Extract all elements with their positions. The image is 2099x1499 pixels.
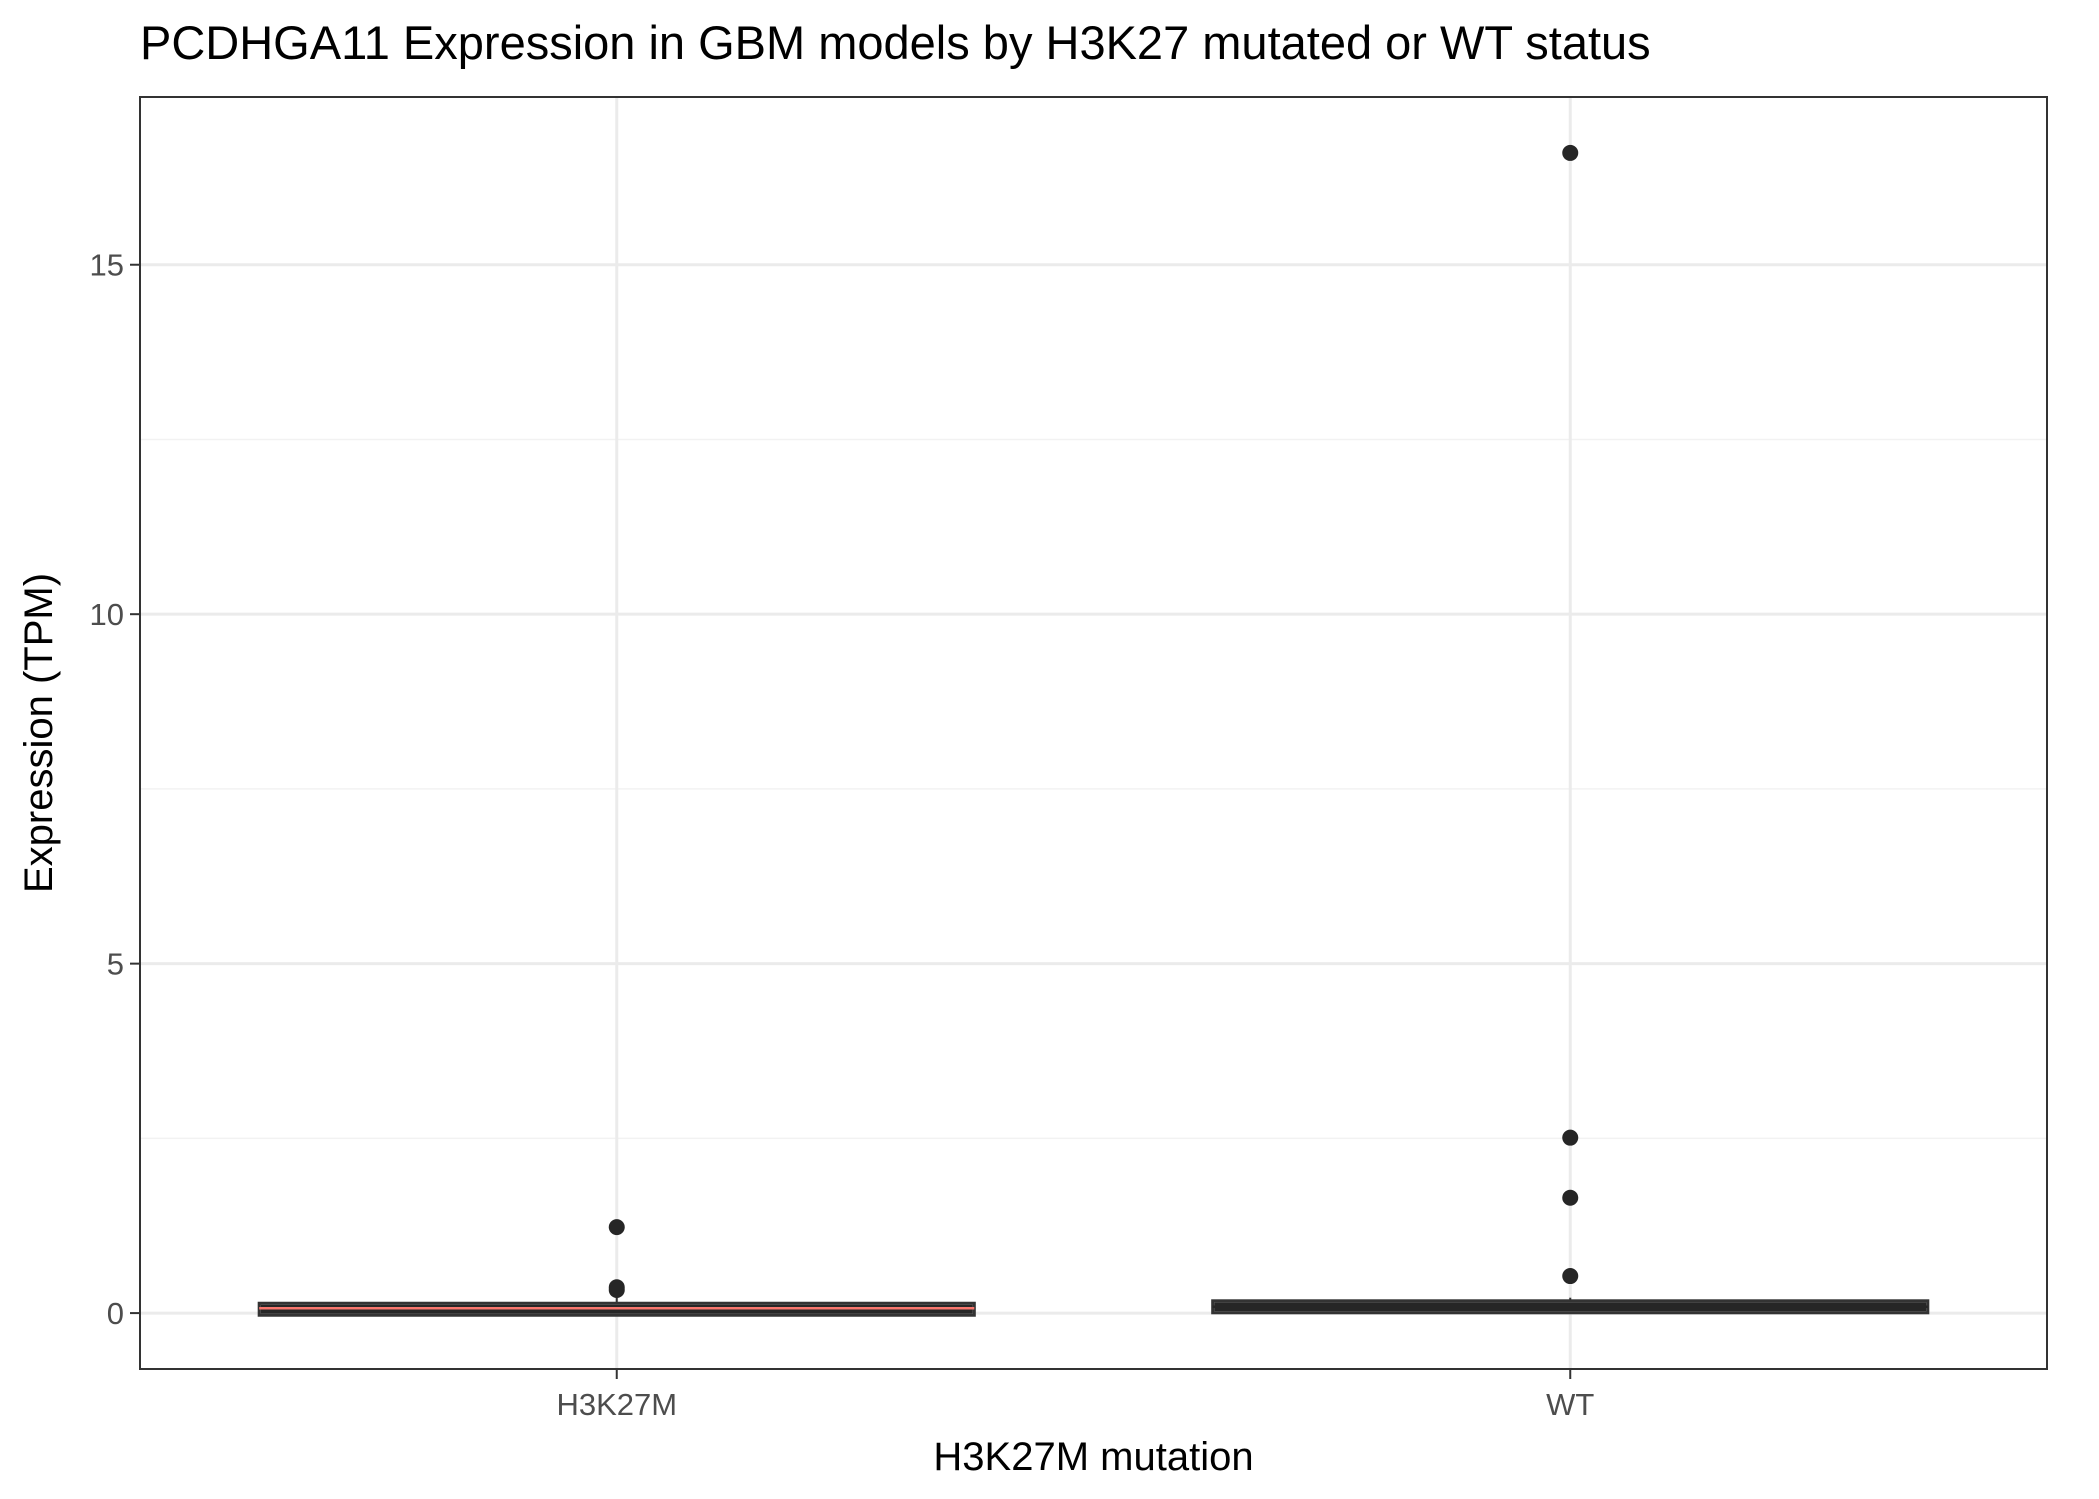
outlier-point xyxy=(1562,144,1579,161)
outlier-point xyxy=(608,1219,625,1236)
x-tick-label: WT xyxy=(1546,1387,1594,1422)
panel-border xyxy=(139,96,2048,1370)
y-axis-title: Expression (TPM) xyxy=(17,573,61,893)
outlier-point xyxy=(1562,1129,1579,1146)
outlier-point xyxy=(1562,1268,1579,1285)
outlier-points xyxy=(608,144,1579,1299)
chart-title: PCDHGA11 Expression in GBM models by H3K… xyxy=(140,16,1651,69)
outlier-point xyxy=(1562,1189,1579,1206)
y-tick-label: 0 xyxy=(107,1296,124,1331)
box-plots xyxy=(257,1297,1930,1317)
x-tick-label: H3K27M xyxy=(556,1387,677,1422)
x-axis-title: H3K27M mutation xyxy=(933,1435,1253,1479)
box-h3k27m xyxy=(257,1297,976,1317)
box-wt xyxy=(1211,1297,1930,1315)
outlier-point xyxy=(608,1282,625,1299)
axes: 0 5 10 15 H3K27M WT xyxy=(90,248,1595,1422)
y-tick-label: 10 xyxy=(90,597,124,632)
y-tick-label: 15 xyxy=(90,248,124,283)
y-tick-label: 5 xyxy=(107,947,124,982)
